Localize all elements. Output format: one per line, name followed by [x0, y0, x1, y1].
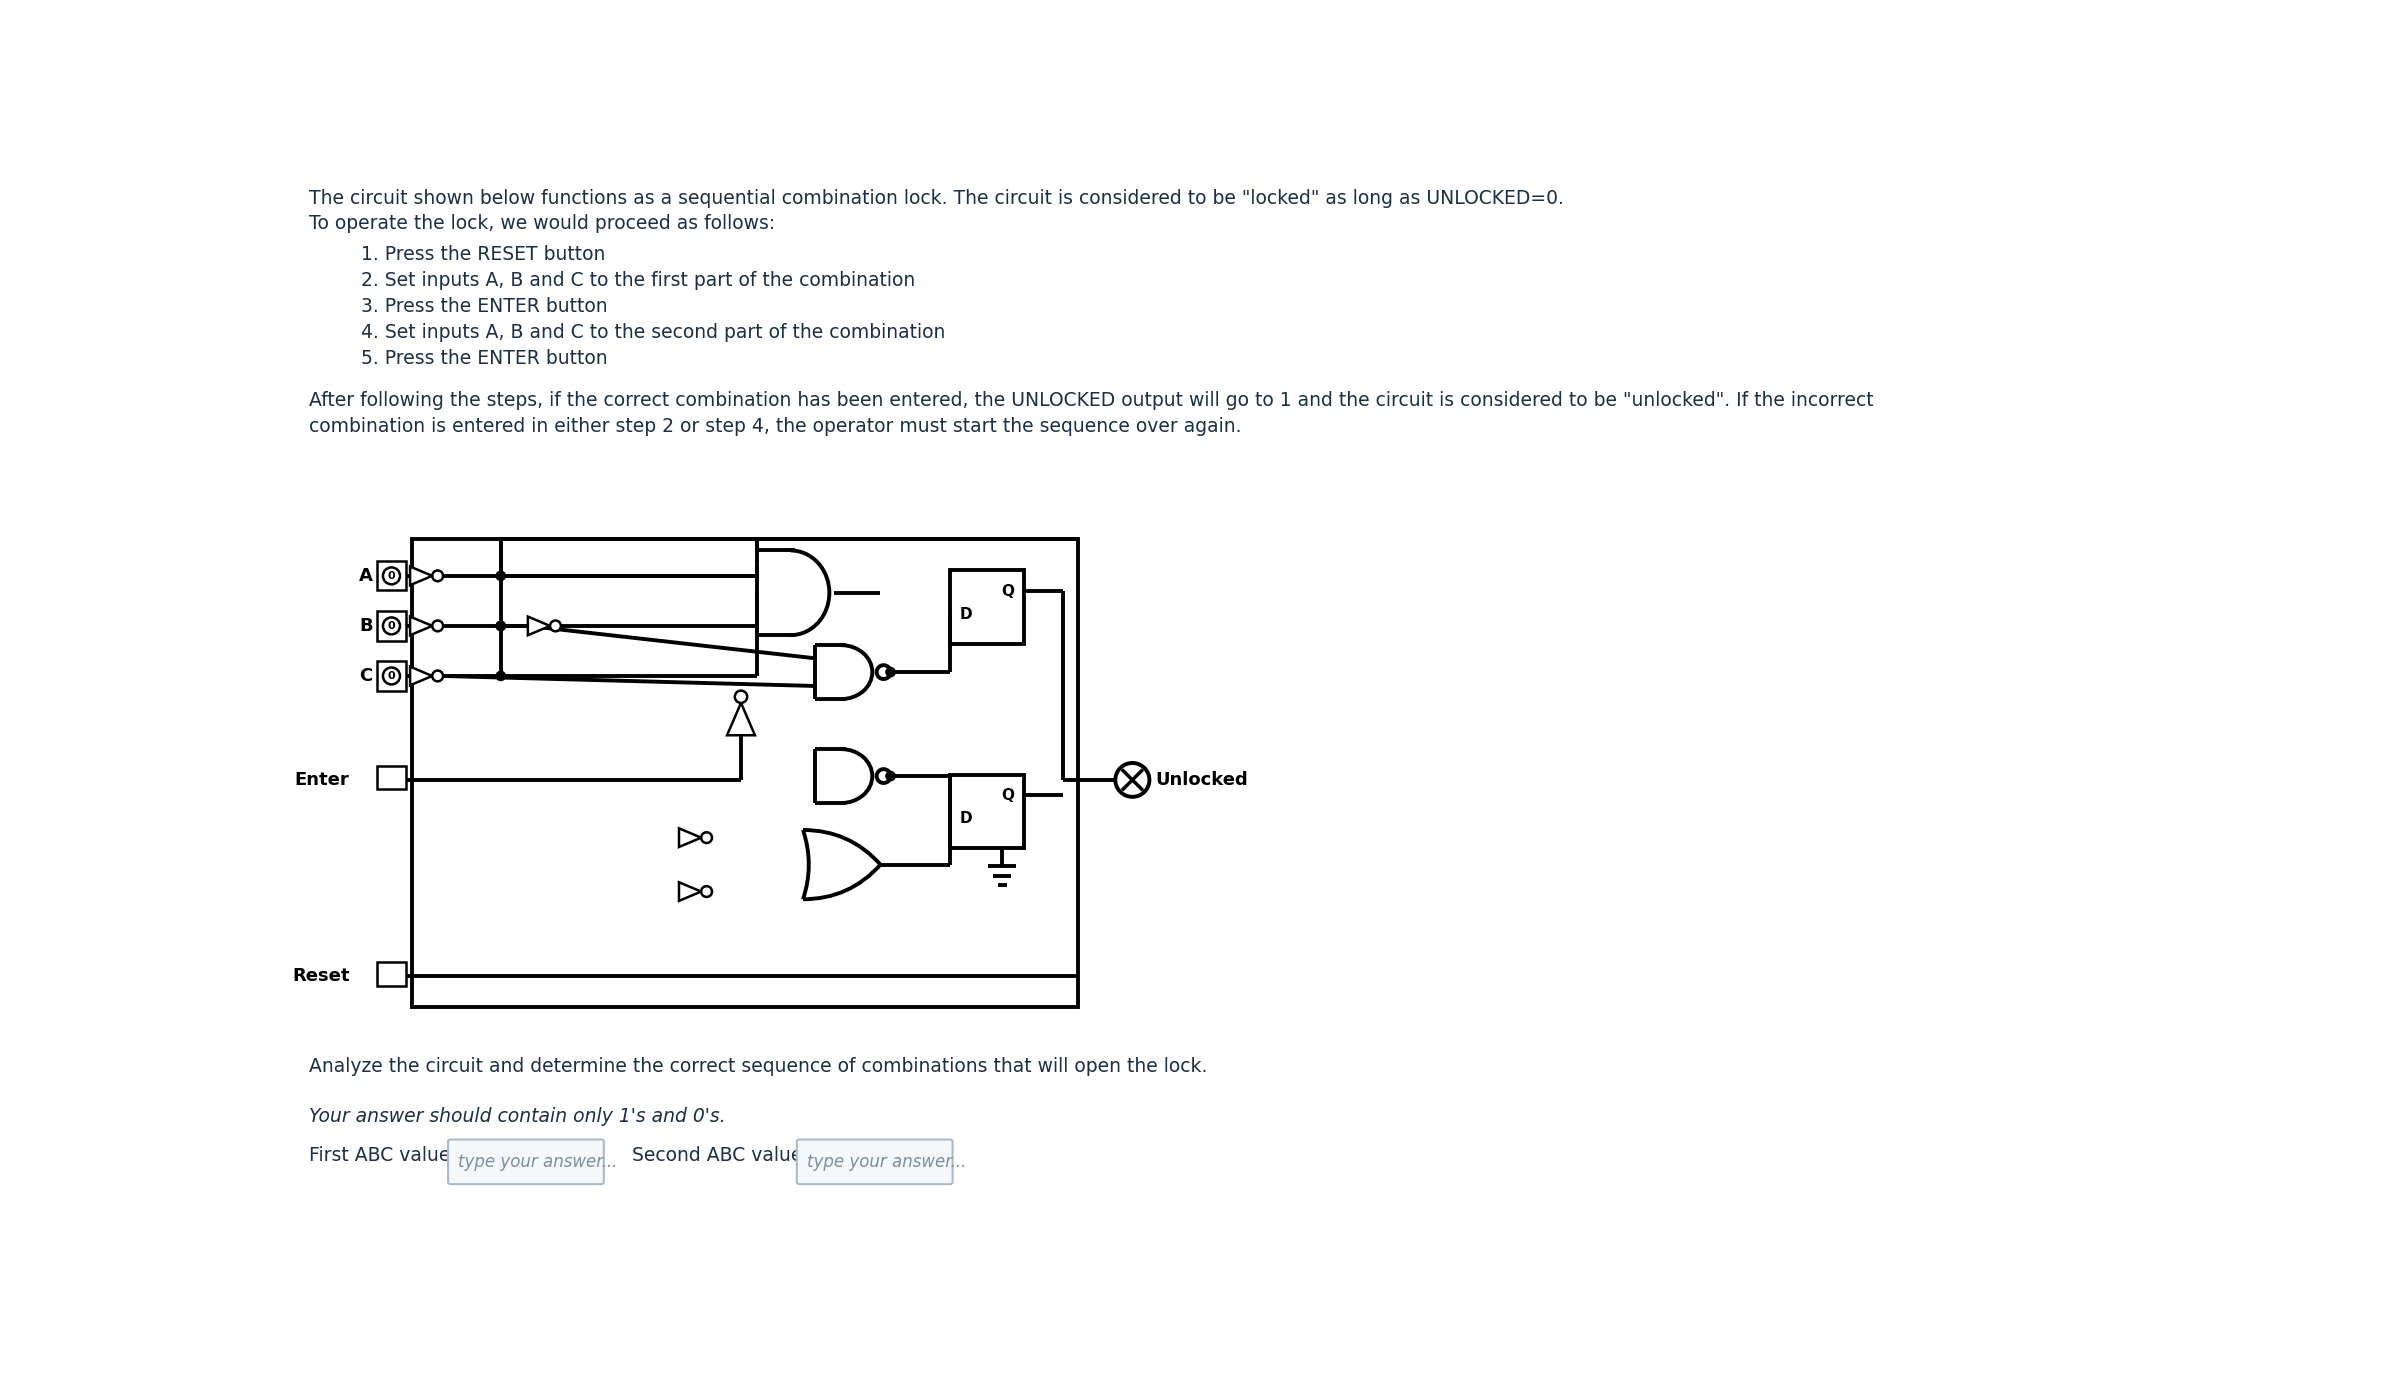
- Polygon shape: [680, 882, 701, 900]
- Circle shape: [701, 832, 711, 843]
- FancyBboxPatch shape: [797, 1139, 953, 1184]
- Bar: [950, 774, 1025, 847]
- Bar: [412, 538, 1077, 1007]
- Circle shape: [383, 568, 400, 584]
- Circle shape: [433, 570, 443, 582]
- Bar: [376, 661, 407, 691]
- Circle shape: [383, 618, 400, 635]
- Text: First ABC value:: First ABC value:: [309, 1145, 457, 1165]
- Polygon shape: [409, 667, 433, 685]
- Polygon shape: [527, 617, 551, 635]
- Circle shape: [735, 691, 747, 703]
- Text: combination is entered in either step 2 or step 4, the operator must start the s: combination is entered in either step 2 …: [309, 417, 1240, 436]
- Text: 0: 0: [388, 621, 395, 630]
- Text: 4. Set inputs A, B and C to the second part of the combination: 4. Set inputs A, B and C to the second p…: [361, 323, 946, 343]
- Text: C: C: [359, 667, 373, 685]
- Circle shape: [876, 769, 891, 783]
- Text: A: A: [359, 566, 373, 584]
- Bar: [376, 766, 407, 788]
- Circle shape: [433, 671, 443, 681]
- Text: 1. Press the RESET button: 1. Press the RESET button: [361, 245, 606, 264]
- Text: Your answer should contain only 1's and 0's.: Your answer should contain only 1's and …: [309, 1107, 725, 1127]
- Text: 0: 0: [388, 671, 395, 681]
- Circle shape: [496, 621, 505, 630]
- Text: Q: Q: [1001, 788, 1015, 802]
- Circle shape: [433, 621, 443, 632]
- Circle shape: [496, 671, 505, 681]
- Polygon shape: [728, 703, 754, 735]
- Bar: [376, 962, 407, 986]
- Text: Analyze the circuit and determine the correct sequence of combinations that will: Analyze the circuit and determine the co…: [309, 1057, 1207, 1076]
- Text: Q: Q: [1001, 584, 1015, 598]
- Text: After following the steps, if the correct combination has been entered, the UNLO: After following the steps, if the correc…: [309, 391, 1872, 410]
- Bar: [950, 570, 1025, 643]
- Circle shape: [1116, 763, 1149, 797]
- Circle shape: [383, 667, 400, 685]
- Circle shape: [876, 665, 891, 679]
- Circle shape: [551, 621, 560, 632]
- Text: D: D: [960, 607, 972, 622]
- Text: 5. Press the ENTER button: 5. Press the ENTER button: [361, 350, 608, 369]
- FancyBboxPatch shape: [448, 1139, 603, 1184]
- Circle shape: [496, 572, 505, 580]
- Text: type your answer...: type your answer...: [807, 1153, 967, 1172]
- Bar: [376, 611, 407, 640]
- Polygon shape: [409, 566, 433, 586]
- Text: B: B: [359, 617, 373, 635]
- Text: type your answer...: type your answer...: [457, 1153, 618, 1172]
- Polygon shape: [409, 617, 433, 635]
- Text: Reset: Reset: [292, 967, 350, 986]
- Circle shape: [496, 621, 505, 630]
- Text: Enter: Enter: [294, 770, 350, 788]
- Text: The circuit shown below functions as a sequential combination lock. The circuit : The circuit shown below functions as a s…: [309, 189, 1563, 208]
- Bar: [376, 561, 407, 590]
- Circle shape: [701, 886, 711, 898]
- Text: 0: 0: [388, 570, 395, 580]
- Text: To operate the lock, we would proceed as follows:: To operate the lock, we would proceed as…: [309, 214, 776, 233]
- Text: 3. Press the ENTER button: 3. Press the ENTER button: [361, 298, 608, 316]
- Text: Unlocked: Unlocked: [1156, 770, 1247, 788]
- Text: Second ABC value:: Second ABC value:: [632, 1145, 809, 1165]
- Text: 2. Set inputs A, B and C to the first part of the combination: 2. Set inputs A, B and C to the first pa…: [361, 271, 915, 289]
- Circle shape: [886, 772, 895, 780]
- Polygon shape: [680, 829, 701, 847]
- Text: D: D: [960, 811, 972, 826]
- Circle shape: [886, 667, 895, 677]
